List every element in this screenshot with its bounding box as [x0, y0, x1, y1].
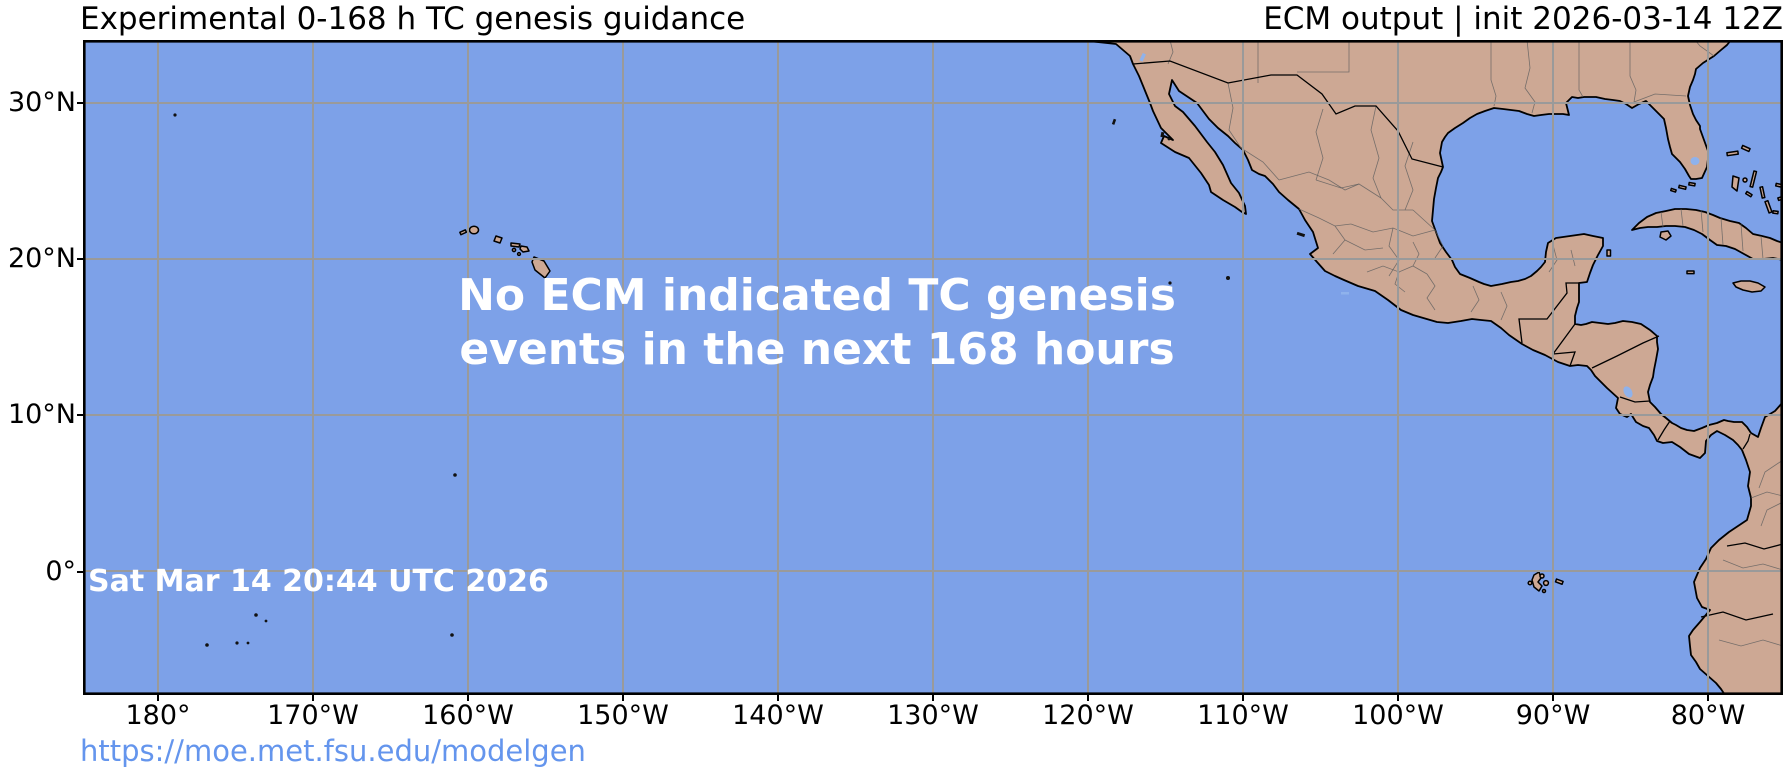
lat-tick-30n: 30°N: [0, 87, 83, 119]
no-genesis-message: No ECM indicated TC genesis events in th…: [458, 269, 1176, 377]
island-cozumel: [1606, 249, 1612, 257]
landmass-americas: [1078, 40, 1783, 695]
mexico-state-borders: [1227, 82, 1576, 321]
lon-tick-160w: 160°W: [408, 695, 528, 731]
lon-tick-100w: 100°W: [1338, 695, 1458, 731]
lon-tick-120w: 120°W: [1028, 695, 1148, 731]
lon-tick-150w: 150°W: [563, 695, 683, 731]
lat-tick-20n: 20°N: [0, 243, 83, 275]
no-genesis-message-line2: events in the next 168 hours: [459, 324, 1175, 375]
map-svg: [83, 40, 1783, 695]
map-frame: [83, 40, 1783, 695]
island-cayman: [1686, 270, 1695, 275]
other-admin-borders: [1660, 208, 1783, 647]
page-title: Experimental 0-168 h TC genesis guidance: [80, 1, 746, 37]
valid-time-label: Sat Mar 14 20:44 UTC 2026: [88, 564, 549, 599]
lon-tick-90w: 90°W: [1493, 695, 1613, 731]
lon-tick-180: 180°: [98, 695, 218, 731]
modelgen-url-link[interactable]: https://moe.met.fsu.edu/modelgen: [80, 734, 586, 768]
island-group-hawaii: [459, 225, 551, 279]
graticule: [83, 40, 1783, 695]
lon-tick-80w: 80°W: [1648, 695, 1768, 731]
island-group-small-dots: [173, 113, 1306, 647]
no-genesis-message-line1: No ECM indicated TC genesis: [458, 270, 1176, 321]
lon-tick-140w: 140°W: [718, 695, 838, 731]
model-init-info: ECM output | init 2026-03-14 12Z: [1263, 1, 1783, 37]
island-isla-juventud: [1659, 230, 1672, 241]
island-jamaica: [1732, 280, 1766, 293]
map-panel: No ECM indicated TC genesis events in th…: [83, 40, 1783, 695]
lat-tick-10n: 10°N: [0, 399, 83, 431]
lat-tick-0: 0°: [0, 556, 83, 588]
lon-tick-130w: 130°W: [873, 695, 993, 731]
island-group-florida-keys: [1669, 181, 1696, 193]
lon-tick-170w: 170°W: [253, 695, 373, 731]
lon-tick-110w: 110°W: [1183, 695, 1303, 731]
lakes: [1139, 52, 1700, 398]
island-group-galapagos: [1527, 571, 1564, 594]
